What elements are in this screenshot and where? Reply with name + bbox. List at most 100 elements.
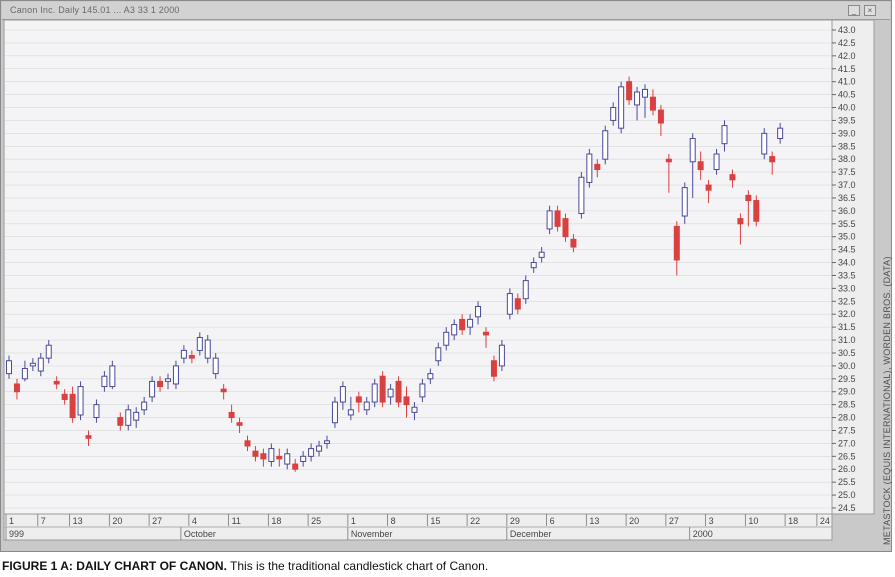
x-tick-label: 18 bbox=[271, 516, 281, 526]
candle-body-up bbox=[713, 153, 720, 171]
candle-body-down bbox=[705, 184, 712, 191]
candle bbox=[657, 104, 664, 136]
candle-body-up bbox=[371, 383, 378, 403]
candle bbox=[737, 213, 744, 245]
candle bbox=[594, 159, 601, 178]
candle-body-up bbox=[435, 347, 442, 362]
candle bbox=[355, 391, 362, 413]
candle bbox=[61, 389, 68, 405]
candle-body-up bbox=[268, 448, 275, 462]
candle bbox=[483, 327, 489, 348]
candle bbox=[729, 169, 736, 188]
y-tick-label: 42.0 bbox=[838, 51, 856, 61]
candle-body-up bbox=[761, 132, 768, 155]
candle-body-up bbox=[316, 445, 323, 452]
candle-body-down bbox=[292, 463, 299, 470]
plot-area bbox=[3, 19, 833, 515]
month-label: November bbox=[351, 529, 393, 539]
candle bbox=[371, 378, 378, 408]
candle-body-down bbox=[665, 158, 672, 163]
candle bbox=[435, 342, 442, 366]
candle-body-down bbox=[236, 422, 243, 426]
candle-body-down bbox=[85, 435, 92, 439]
x-tick-label: 27 bbox=[152, 516, 162, 526]
candle bbox=[165, 373, 171, 390]
candle-body-up bbox=[578, 176, 585, 214]
candle-body-up bbox=[133, 411, 140, 421]
candle-body-up bbox=[324, 440, 330, 444]
close-icon[interactable]: × bbox=[864, 5, 876, 16]
y-tick-label: 41.5 bbox=[838, 64, 856, 74]
candle-body-down bbox=[403, 396, 410, 406]
candle bbox=[490, 355, 497, 382]
candle-body-down bbox=[626, 81, 633, 101]
candle bbox=[498, 340, 505, 372]
y-tick-label: 35.5 bbox=[838, 219, 856, 229]
candle-body-down bbox=[252, 450, 259, 457]
y-tick-label: 27.5 bbox=[838, 425, 856, 435]
candle-body-up bbox=[141, 401, 148, 411]
candle-body-up bbox=[77, 386, 84, 416]
candle-body-down bbox=[729, 174, 736, 181]
candle-body-up bbox=[204, 339, 211, 359]
candle-body-down bbox=[490, 360, 497, 377]
x-tick-label: 4 bbox=[192, 516, 197, 526]
candlestick-chart: 43.0 42.5 42.0 41.5 41.0 40.5 40.0 39.5 39.0 38.5… bbox=[3, 19, 875, 541]
window-title: Canon Inc. Daily 145.01 ... A3 33 1 2000 bbox=[10, 5, 180, 15]
candle bbox=[665, 154, 672, 193]
y-tick-label: 33.0 bbox=[838, 283, 856, 293]
candle-body-up bbox=[506, 293, 513, 315]
candle bbox=[427, 368, 434, 384]
y-tick-label: 32.5 bbox=[838, 296, 856, 306]
y-tick-label: 37.5 bbox=[838, 167, 856, 177]
candle-body-down bbox=[745, 194, 752, 202]
candle-body-up bbox=[475, 305, 482, 318]
candle bbox=[109, 360, 116, 390]
y-tick-label: 38.5 bbox=[838, 141, 856, 151]
candle-body-down bbox=[61, 393, 68, 400]
candle bbox=[761, 128, 768, 160]
candle-body-down bbox=[483, 331, 489, 336]
candle-body-down bbox=[69, 393, 76, 419]
candle bbox=[522, 275, 529, 304]
candle bbox=[220, 383, 227, 400]
x-tick-label: 1 bbox=[351, 516, 356, 526]
candle bbox=[37, 352, 44, 377]
candles bbox=[6, 76, 784, 472]
candle-body-up bbox=[530, 262, 537, 269]
candle-body-down bbox=[769, 156, 776, 163]
minimize-icon[interactable]: _ bbox=[848, 5, 860, 16]
candle bbox=[69, 386, 76, 423]
x-tick-label: 22 bbox=[470, 516, 480, 526]
candle-body-down bbox=[244, 440, 251, 447]
candle-body-up bbox=[6, 360, 12, 375]
y-tick-label: 40.5 bbox=[838, 90, 856, 100]
y-tick-label: 29.5 bbox=[838, 374, 856, 384]
candle bbox=[180, 345, 187, 364]
candle bbox=[681, 182, 688, 224]
candle-body-up bbox=[331, 401, 338, 424]
candle bbox=[149, 376, 156, 403]
y-axis: 43.0 42.5 42.0 41.5 41.0 40.5 40.0 39.5 39.0 38.5… bbox=[832, 25, 856, 513]
candle bbox=[276, 448, 283, 467]
candle-body-down bbox=[13, 383, 20, 393]
candle bbox=[626, 76, 633, 105]
y-tick-label: 39.5 bbox=[838, 115, 856, 125]
candle-body-up bbox=[180, 349, 187, 359]
candle-body-up bbox=[347, 409, 354, 416]
candle bbox=[53, 376, 60, 390]
candle bbox=[578, 172, 585, 219]
y-tick-label: 31.0 bbox=[838, 335, 856, 345]
candle-body-down bbox=[188, 355, 195, 359]
month-label: October bbox=[184, 529, 216, 539]
x-tick-label: 25 bbox=[311, 516, 321, 526]
caption-title: FIGURE 1 A: DAILY CHART OF CANON. bbox=[2, 559, 227, 573]
candle-body-down bbox=[514, 298, 521, 310]
candle-body-down bbox=[379, 375, 386, 403]
y-tick-label: 26.5 bbox=[838, 451, 856, 461]
candle bbox=[514, 293, 521, 315]
y-tick-label: 37.0 bbox=[838, 180, 856, 190]
candle bbox=[705, 179, 712, 204]
candle bbox=[292, 458, 299, 472]
candle bbox=[745, 190, 752, 227]
